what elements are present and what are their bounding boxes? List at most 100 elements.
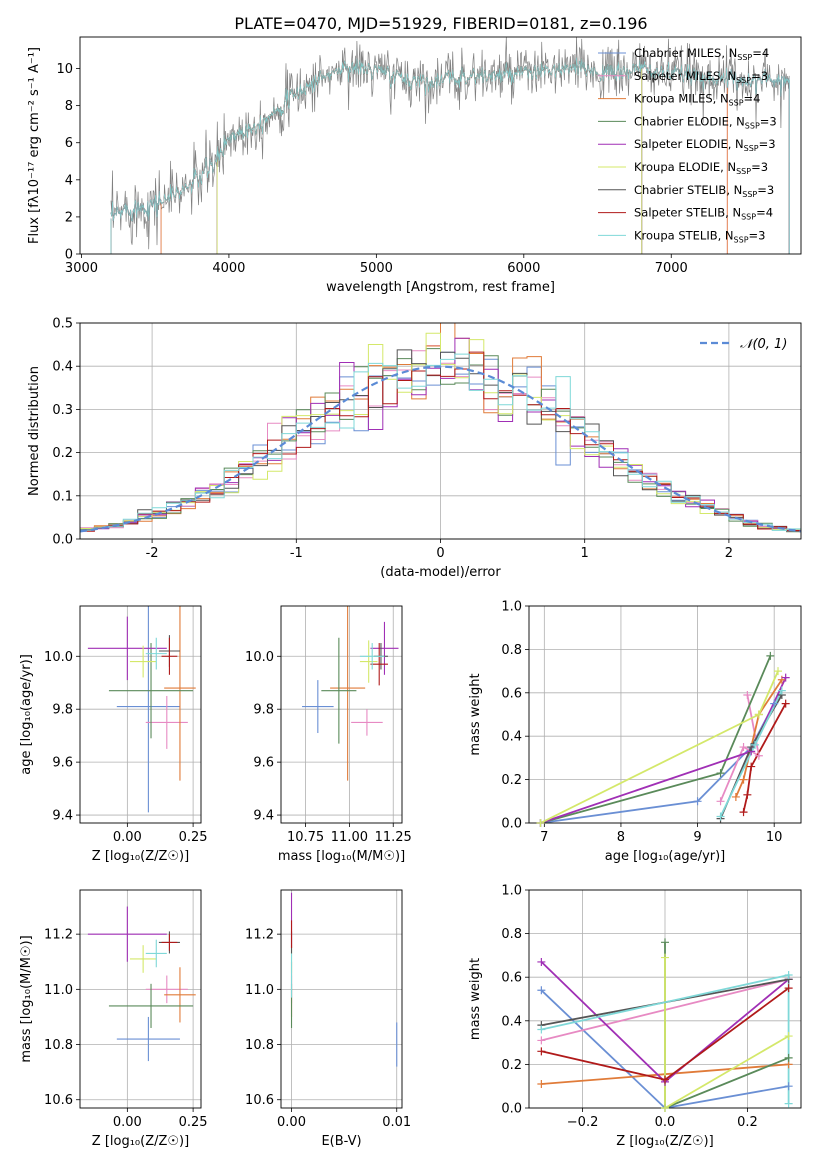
- mass_vs_Z-y-tick-label: 11.2: [44, 928, 73, 943]
- weight_vs_Z-y-tick-label: 0.6: [501, 971, 522, 986]
- age_vs_Z-grid: [80, 606, 201, 823]
- weight_vs_Z-x-tick-label: 0.0: [655, 1115, 676, 1130]
- weight_vs_Z-y-tick-label: 0.0: [501, 1102, 522, 1117]
- age_vs_mass-x-tick-label: 11.25: [375, 830, 412, 845]
- spectrum-y-tick-label: 8: [65, 99, 73, 114]
- residuals-y-tick-label: 0.5: [52, 317, 73, 332]
- mass-weight-line: [664, 942, 789, 1108]
- mass-weight-marker: [537, 986, 546, 995]
- mass_vs_Z-y-axis-label: mass [log₁₀(M/M☉)]: [19, 935, 34, 1062]
- mass_vs_Z-grid: [80, 890, 201, 1108]
- mass_vs_ebv-y-tick-label: 10.8: [245, 1038, 274, 1053]
- weight_vs_age-ticks: 7 8 9 10 0.0 0.2 0.4 0.6 0.8 1.0: [501, 600, 782, 846]
- legend-label: Chabrier ELODIE, NSSP=3: [634, 114, 777, 130]
- age_vs_Z-x-tick-label: 0.00: [113, 830, 142, 845]
- legend-label: Kroupa STELIB, NSSP=3: [634, 228, 765, 244]
- mass_vs_Z-y-tick-label: 10.6: [44, 1093, 73, 1108]
- age_vs_mass-axes: 10.75 11.00 11.25 9.4 9.6 9.8 10.0 mass [log₁₀(…: [245, 605, 412, 864]
- mass_vs_Z-plot-area: [87, 906, 196, 1062]
- residuals-x-tick-label: -1: [290, 546, 303, 561]
- mass_vs_ebv-axes: 0.00 0.01 10.6 10.8 11.0 11.2 E(B-V): [245, 889, 411, 1149]
- age_vs_mass-y-tick-label: 10.0: [245, 650, 274, 665]
- age_vs_Z-y-tick-label: 10.0: [44, 650, 73, 665]
- residuals-y-tick-label: 0.0: [52, 533, 73, 548]
- weight_vs_Z-ticks: −0.2 0.0 0.2 0.0 0.2 0.4 0.6 0.8 1.0: [501, 884, 757, 1131]
- spectrum-x-tick-label: 5000: [360, 261, 393, 276]
- mass_vs_Z-x-tick-label: 0.00: [113, 1115, 142, 1130]
- mass-weight-marker: [770, 699, 779, 708]
- spectrum-y-tick-label: 10: [56, 62, 73, 77]
- age_vs_Z-y-axis-label: age [log₁₀(age/yr)]: [19, 654, 34, 775]
- mass-weight-marker: [784, 1099, 793, 1108]
- weight_vs_Z-y-tick-label: 1.0: [501, 884, 522, 899]
- residuals-x-tick-label: 2: [725, 546, 733, 561]
- weight_vs_Z-x-tick-label: −0.2: [567, 1115, 599, 1130]
- mass-weight-marker: [731, 792, 740, 801]
- weight_vs_age-y-tick-label: 0.8: [501, 643, 522, 658]
- mass-weight-marker: [743, 790, 752, 799]
- age_vs_Z-frame: [79, 605, 202, 824]
- mass-weight-marker: [739, 808, 748, 817]
- spectrum-legend: Chabrier MILES, NSSP=4 Salpeter MILES, NS…: [598, 46, 777, 244]
- weight_vs_Z-y-axis-label: mass weight: [468, 958, 483, 1040]
- weight_vs_age-x-tick-label: 10: [766, 830, 783, 845]
- weight_vs_age-plot-area: [540, 655, 787, 823]
- mass_vs_Z-y-tick-label: 11.0: [44, 983, 73, 998]
- mass-weight-marker: [537, 1047, 546, 1056]
- residuals-axes: -2 -1 0 1 2 0.0 0.1 0.2 0.3 0.4 0.5 (data-model)/er…: [27, 317, 802, 580]
- mass-weight-marker: [536, 819, 545, 827]
- age_vs_mass-y-tick-label: 9.8: [253, 703, 274, 718]
- age_vs_Z-ticks: 0.00 0.25 9.4 9.6 9.8 10.0: [44, 650, 208, 845]
- weight_vs_age-frame: [528, 605, 802, 824]
- mass-weight-marker: [754, 751, 763, 760]
- weight_vs_age-y-tick-label: 0.4: [501, 730, 522, 745]
- residuals-legend: 𝒩(0, 1): [700, 337, 787, 352]
- spectrum-x-tick-label: 6000: [507, 261, 540, 276]
- residuals-x-tick-label: 1: [581, 546, 589, 561]
- mass-weight-marker: [739, 743, 748, 752]
- weight_vs_age-y-axis-label: mass weight: [468, 673, 483, 755]
- age_vs_mass-grid: [281, 606, 402, 823]
- residuals-x-tick-label: -2: [146, 546, 159, 561]
- spectrum-x-axis-label: wavelength [Angstrom, rest frame]: [326, 280, 555, 295]
- age_vs_Z-axes: 0.00 0.25 9.4 9.6 9.8 10.0 Z [log₁₀(Z/Z☉)] age …: [19, 605, 208, 864]
- spectrum-y-tick-label: 0: [65, 248, 73, 263]
- mass_vs_ebv-plot-area: [290, 892, 398, 1067]
- weight_vs_age-y-tick-label: 0.2: [501, 773, 522, 788]
- mass_vs_ebv-y-tick-label: 10.6: [245, 1093, 274, 1108]
- weight_vs_Z-x-axis-label: Z [log₁₀(Z/Z☉)]: [616, 1134, 713, 1149]
- mass-weight-marker: [716, 797, 725, 806]
- spectrum-y-tick-label: 4: [65, 173, 73, 188]
- age_vs_mass-y-tick-label: 9.6: [253, 756, 274, 771]
- mass-weight-marker: [716, 769, 725, 778]
- mass_vs_ebv-grid: [281, 890, 402, 1108]
- residuals-y-tick-label: 0.4: [52, 360, 73, 375]
- age_vs_mass-x-tick-label: 10.75: [287, 830, 324, 845]
- mass-weight-marker: [747, 762, 756, 771]
- mass-weight-marker: [537, 1080, 546, 1089]
- spectrum-y-axis-label: Flux [fλ10⁻¹⁷ erg cm⁻² s⁻¹ A⁻¹]: [27, 47, 42, 244]
- mass-weight-marker: [766, 651, 775, 660]
- mass_vs_Z-x-tick-label: 0.25: [179, 1115, 208, 1130]
- age_vs_Z-plot-area: [87, 606, 196, 813]
- spectrum-frame: [79, 36, 802, 255]
- age_vs_mass-ticks: 10.75 11.00 11.25 9.4 9.6 9.8 10.0: [245, 650, 412, 845]
- weight_vs_Z-x-tick-label: 0.2: [737, 1115, 758, 1130]
- mass-weight-marker: [739, 775, 748, 784]
- age_vs_mass-x-tick-label: 11.00: [331, 830, 368, 845]
- mass_vs_ebv-y-tick-label: 11.0: [245, 983, 274, 998]
- age_vs_mass-frame: [280, 605, 403, 824]
- mass-weight-marker: [537, 1025, 546, 1034]
- weight_vs_Z-axes: −0.2 0.0 0.2 0.0 0.2 0.4 0.6 0.8 1.0 Z [log₁₀(Z/Z…: [468, 884, 802, 1149]
- residual-histogram-step: [80, 353, 801, 539]
- age_vs_mass-y-tick-label: 9.4: [253, 809, 274, 824]
- mass-weight-marker: [784, 1082, 793, 1091]
- mass-weight-marker: [784, 1032, 793, 1041]
- mass-weight-marker: [537, 1036, 546, 1045]
- residuals-plot-area: [80, 323, 801, 539]
- legend-label: Salpeter ELODIE, NSSP=3: [634, 137, 776, 153]
- weight_vs_Z-y-tick-label: 0.8: [501, 927, 522, 942]
- mass-weight-marker: [661, 1075, 669, 1084]
- mass_vs_Z-axes: 0.00 0.25 10.6 10.8 11.0 11.2 Z [log₁₀(Z/Z☉)] m…: [19, 889, 208, 1149]
- residuals-y-tick-label: 0.1: [52, 489, 73, 504]
